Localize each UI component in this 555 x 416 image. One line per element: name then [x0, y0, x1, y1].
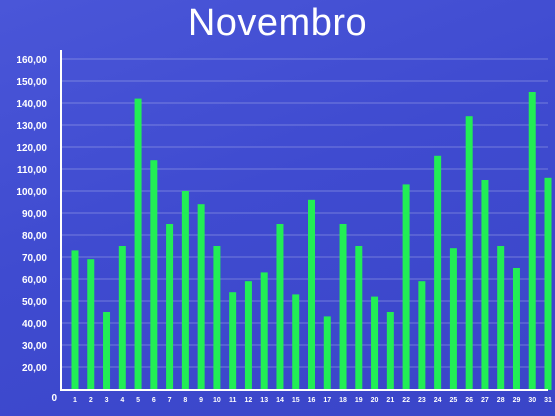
- x-tick-label: 15: [292, 397, 300, 404]
- x-tick-label: 4: [120, 397, 124, 404]
- bar-day-7: [166, 224, 174, 390]
- bar-day-12: [244, 281, 252, 390]
- y-tick-label: 50,00: [22, 297, 47, 308]
- x-tick-label: 7: [168, 397, 172, 404]
- y-axis-ticks: 0 20,00 30,00 40,00 50,00 60,00 70,00 80,00 90,0…: [16, 55, 57, 404]
- x-tick-label: 28: [497, 397, 505, 404]
- bar-day-25: [449, 248, 457, 390]
- x-tick-label: 11: [229, 397, 237, 404]
- chart-title: Novembro: [187, 2, 368, 44]
- y-tick-label: 60,00: [22, 275, 47, 286]
- bar-day-27: [481, 180, 489, 390]
- y-tick-label: 90,00: [22, 209, 47, 220]
- x-tick-label: 1: [73, 397, 77, 404]
- x-tick-label: 24: [434, 397, 442, 404]
- bar-day-11: [229, 292, 237, 390]
- x-tick-label: 2: [89, 397, 93, 404]
- bar-day-5: [134, 98, 142, 390]
- y-tick-label: 150,00: [16, 77, 47, 88]
- x-tick-label: 23: [418, 397, 426, 404]
- bar-day-9: [197, 204, 205, 390]
- x-tick-label: 17: [323, 397, 331, 404]
- x-axis-ticks: 1 2 3 4 5 6 7 8 9 10 11 12 13 14 15 16 17 18 19 20 21 22 23 24 2…: [73, 397, 552, 404]
- bar-day-18: [339, 224, 347, 390]
- x-tick-label: 31: [544, 397, 552, 404]
- bar-day-19: [355, 246, 363, 390]
- x-tick-label: 18: [339, 397, 347, 404]
- y-tick-label: 160,00: [16, 55, 47, 66]
- bar-day-31: [544, 177, 552, 390]
- x-tick-label: 27: [481, 397, 489, 404]
- y-tick-label: 140,00: [16, 99, 47, 110]
- bar-day-15: [292, 294, 300, 390]
- bar-day-26: [465, 116, 473, 390]
- y-tick-label: 0: [51, 393, 57, 404]
- bar-day-17: [323, 316, 331, 390]
- y-tick-label: 40,00: [22, 319, 47, 330]
- bar-day-1: [71, 250, 79, 390]
- x-tick-label: 6: [152, 397, 156, 404]
- x-tick-label: 12: [245, 397, 253, 404]
- y-tick-label: 70,00: [22, 253, 47, 264]
- x-tick-label: 22: [402, 397, 410, 404]
- y-tick-label: 110,00: [17, 165, 47, 176]
- bar-day-24: [434, 155, 442, 390]
- bar-day-10: [213, 246, 221, 390]
- bar-day-30: [528, 92, 536, 390]
- bar-day-21: [386, 312, 394, 390]
- x-tick-label: 21: [386, 397, 394, 404]
- y-tick-label: 130,00: [16, 121, 47, 132]
- x-tick-label: 30: [528, 397, 536, 404]
- bar-day-29: [512, 268, 520, 390]
- x-tick-label: 16: [308, 397, 316, 404]
- y-tick-label: 30,00: [22, 341, 47, 352]
- bar-day-8: [181, 191, 189, 390]
- bar-day-22: [402, 184, 410, 390]
- y-tick-label: 100,00: [16, 187, 47, 198]
- x-tick-label: 3: [105, 397, 109, 404]
- x-tick-label: 14: [276, 397, 284, 404]
- bar-day-6: [150, 160, 158, 390]
- x-tick-label: 5: [136, 397, 140, 404]
- x-tick-label: 10: [213, 397, 221, 404]
- bar-day-16: [308, 199, 315, 390]
- x-tick-label: 8: [183, 397, 187, 404]
- bar-day-2: [87, 259, 95, 390]
- bar-day-28: [497, 246, 505, 390]
- bar-day-23: [418, 281, 426, 390]
- x-tick-label: 29: [513, 397, 521, 404]
- bar-day-20: [371, 296, 379, 390]
- x-tick-label: 13: [260, 397, 268, 404]
- bar-day-13: [260, 272, 268, 390]
- y-tick-label: 20,00: [22, 363, 47, 374]
- y-tick-label: 80,00: [22, 231, 47, 242]
- bar-day-14: [276, 224, 284, 390]
- x-tick-label: 20: [371, 397, 379, 404]
- x-tick-label: 25: [450, 397, 458, 404]
- bar-day-4: [118, 246, 126, 390]
- bars: [71, 92, 552, 390]
- x-tick-label: 26: [465, 397, 473, 404]
- bar-day-3: [103, 312, 111, 390]
- x-tick-label: 19: [355, 397, 363, 404]
- y-tick-label: 120,00: [16, 143, 47, 154]
- x-tick-label: 9: [199, 397, 203, 404]
